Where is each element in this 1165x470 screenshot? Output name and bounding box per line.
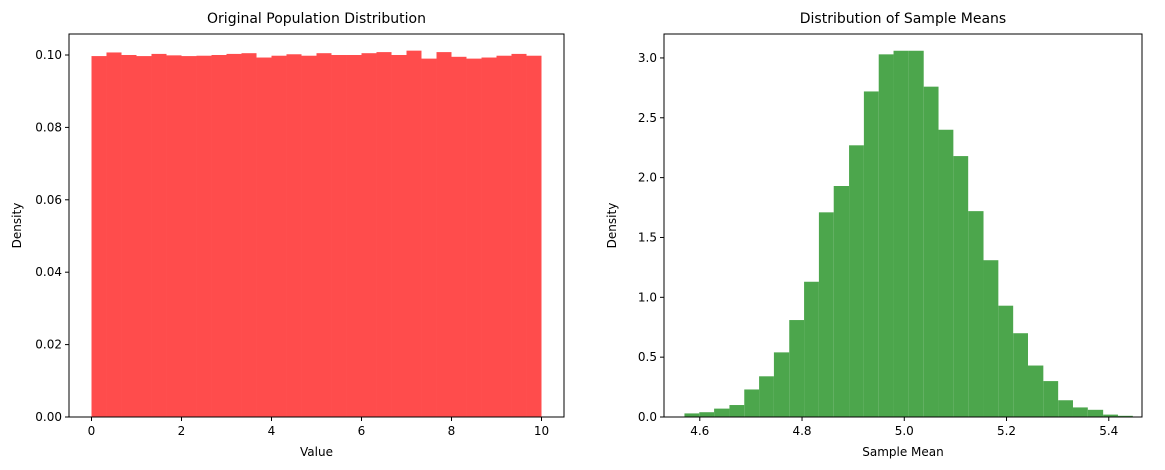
y-tick-label: 0.04	[35, 265, 62, 279]
hist-bar	[1043, 381, 1059, 417]
x-tick-label: 4	[268, 424, 276, 438]
hist-bar	[1103, 414, 1118, 417]
hist-bar	[818, 212, 834, 417]
y-tick-label: 0.00	[35, 410, 62, 424]
hist-bar	[436, 52, 452, 417]
x-tick-label: 2	[178, 424, 186, 438]
hist-bar	[181, 56, 197, 418]
x-tick-label: 6	[358, 424, 366, 438]
hist-bar	[271, 55, 287, 418]
hist-bar	[699, 412, 715, 417]
hist-bar	[893, 50, 909, 417]
hist-bar	[744, 389, 760, 417]
x-tick-label: 5.2	[997, 424, 1016, 438]
hist-bar	[804, 281, 819, 417]
hist-bar	[878, 54, 894, 418]
hist-bar	[983, 260, 999, 417]
hist-bar	[466, 58, 482, 417]
x-tick-label: 5.4	[1099, 424, 1118, 438]
hist-bar	[908, 50, 924, 417]
hist-bar	[511, 53, 527, 417]
hist-bar	[391, 54, 407, 418]
hist-bar	[849, 145, 864, 417]
y-tick-label: 2.0	[638, 171, 657, 185]
y-tick-label: 0.06	[35, 193, 62, 207]
y-tick-label: 3.0	[638, 51, 657, 65]
hist-bar	[331, 54, 347, 418]
hist-bar	[1087, 409, 1104, 417]
x-tick-label: 8	[448, 424, 456, 438]
hist-bar	[196, 55, 212, 418]
hist-bar	[968, 211, 984, 417]
axes-frame	[663, 33, 1143, 418]
chart-title: Original Population Distribution	[207, 11, 426, 27]
hist-bar	[301, 55, 317, 418]
x-tick-label: 10	[534, 424, 549, 438]
hist-bar	[211, 54, 227, 418]
hist-bar	[1117, 415, 1133, 417]
y-tick-label: 1.0	[638, 290, 657, 304]
hist-bar	[923, 86, 939, 417]
hist-bar	[714, 408, 730, 417]
subplot: 0 2 4 6 8 10 0.00 0.02 0.04 0.06 0.08 0.10 Original …	[10, 11, 565, 459]
hist-bar	[166, 55, 182, 418]
x-axis-label: Value	[300, 445, 333, 459]
hist-bar	[526, 55, 542, 418]
hist-bar	[863, 91, 879, 417]
y-axis-label: Density	[605, 203, 619, 249]
x-tick-label: 4.6	[690, 424, 709, 438]
hist-bar	[1058, 400, 1073, 417]
hist-bar	[406, 50, 422, 418]
hist-bar	[729, 405, 745, 417]
chart-title: Distribution of Sample Means	[800, 11, 1006, 27]
y-tick-label: 0.0	[638, 410, 657, 424]
hist-bar	[759, 376, 774, 417]
hist-bar	[833, 186, 850, 417]
hist-bar	[151, 53, 167, 417]
axes-frame	[68, 33, 565, 418]
x-tick-label: 0	[88, 424, 96, 438]
hist-bar	[91, 56, 107, 418]
x-tick-label: 5.0	[895, 424, 914, 438]
x-tick-label: 4.8	[792, 424, 811, 438]
y-tick-label: 0.02	[35, 338, 62, 352]
hist-bar	[451, 56, 467, 417]
hist-bar	[121, 54, 137, 418]
hist-bar	[773, 352, 790, 417]
hist-bar	[481, 57, 497, 418]
y-axis-label: Density	[10, 203, 24, 249]
hist-bar	[376, 52, 392, 417]
hist-bar	[286, 54, 302, 417]
hist-bar	[953, 156, 969, 418]
hist-bar	[106, 52, 122, 418]
hist-bar	[226, 53, 242, 417]
hist-bar	[496, 55, 512, 418]
hist-bar	[136, 56, 152, 418]
hist-bar	[1027, 365, 1044, 417]
y-tick-label: 0.08	[35, 120, 62, 134]
hist-bar	[789, 320, 805, 417]
hist-bar	[316, 53, 332, 418]
hist-bar	[256, 57, 272, 418]
hist-bar	[684, 413, 700, 417]
y-tick-label: 0.10	[35, 48, 62, 62]
x-axis-label: Sample Mean	[862, 445, 944, 459]
y-tick-label: 2.5	[638, 111, 657, 125]
y-tick-label: 0.5	[638, 350, 657, 364]
hist-bar	[1072, 407, 1088, 417]
hist-bar	[998, 305, 1014, 417]
hist-bar	[346, 54, 362, 418]
subplot: 4.6 4.8 5.0 5.2 5.4 0.0 0.5 1.0 1.5 2.0 2.5 3.0 Dist…	[605, 11, 1143, 459]
hist-bar	[938, 129, 954, 417]
hist-bar	[241, 53, 257, 418]
hist-bar	[421, 58, 437, 417]
hist-bar	[1013, 333, 1028, 417]
hist-bar	[361, 53, 377, 418]
y-tick-label: 1.5	[638, 230, 657, 244]
